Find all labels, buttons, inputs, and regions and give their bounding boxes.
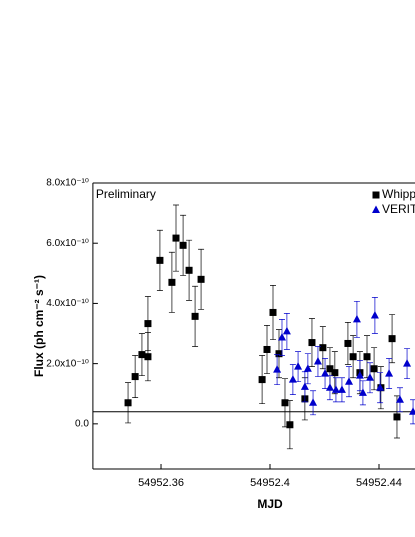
data-point	[197, 275, 205, 283]
data-point	[269, 308, 277, 316]
data-point	[277, 332, 286, 341]
annotation: Preliminary	[96, 187, 156, 201]
y-tick-label: 4.0x10⁻¹⁰	[46, 298, 89, 309]
data-point	[395, 395, 404, 403]
data-point	[300, 382, 309, 390]
y-axis-label: Flux (ph cm⁻² s⁻¹)	[32, 275, 46, 377]
data-point	[349, 353, 357, 361]
data-point	[258, 376, 266, 384]
data-point	[365, 373, 374, 381]
data-point	[168, 278, 176, 286]
legend-label: Whipple	[382, 187, 415, 201]
data-point	[303, 364, 312, 372]
data-point	[326, 365, 334, 373]
legend-label: VERITAS	[382, 202, 415, 216]
data-point	[144, 353, 152, 361]
data-point	[370, 365, 378, 373]
data-point	[124, 399, 132, 407]
data-point	[388, 335, 396, 343]
x-tick-label: 54952.4	[250, 477, 290, 489]
legend-marker	[372, 191, 380, 199]
data-point	[273, 365, 282, 373]
data-point	[376, 383, 385, 391]
data-point	[363, 353, 371, 361]
data-point	[345, 377, 354, 385]
data-point	[288, 375, 297, 383]
x-tick-label: 54952.36	[138, 477, 184, 489]
data-point	[263, 345, 271, 353]
data-point	[409, 407, 415, 415]
y-tick-label: 6.0x10⁻¹⁰	[46, 238, 89, 249]
data-point	[313, 357, 322, 365]
legend-marker	[372, 205, 380, 213]
data-point	[403, 359, 412, 367]
data-point	[179, 241, 187, 249]
data-point	[138, 351, 146, 359]
data-point	[331, 369, 339, 377]
data-point	[355, 371, 364, 379]
data-point	[172, 234, 180, 242]
data-point	[352, 314, 361, 323]
data-point	[308, 339, 316, 347]
x-axis-label: MJD	[257, 497, 283, 511]
data-point	[294, 362, 303, 370]
data-point	[321, 369, 330, 377]
data-point	[331, 385, 340, 393]
data-point	[156, 256, 164, 264]
data-point	[319, 344, 327, 352]
y-tick-label: 0.0	[75, 418, 89, 429]
data-point	[358, 388, 367, 396]
data-point	[344, 339, 352, 347]
data-point	[337, 385, 346, 393]
data-point	[309, 398, 318, 406]
y-tick-label: 2.0x10⁻¹⁰	[46, 358, 89, 369]
data-point	[286, 421, 294, 429]
data-point	[191, 312, 199, 320]
data-point	[370, 310, 379, 319]
data-point	[393, 413, 401, 421]
data-point	[144, 320, 152, 328]
data-point	[275, 350, 283, 358]
data-point	[131, 373, 139, 381]
x-tick-label: 54952.44	[356, 477, 402, 489]
data-point	[385, 369, 394, 377]
data-point	[282, 326, 291, 335]
data-point	[325, 383, 334, 391]
y-tick-label: 8.0x10⁻¹⁰	[46, 178, 89, 189]
data-point	[185, 266, 193, 274]
data-point	[281, 399, 289, 407]
